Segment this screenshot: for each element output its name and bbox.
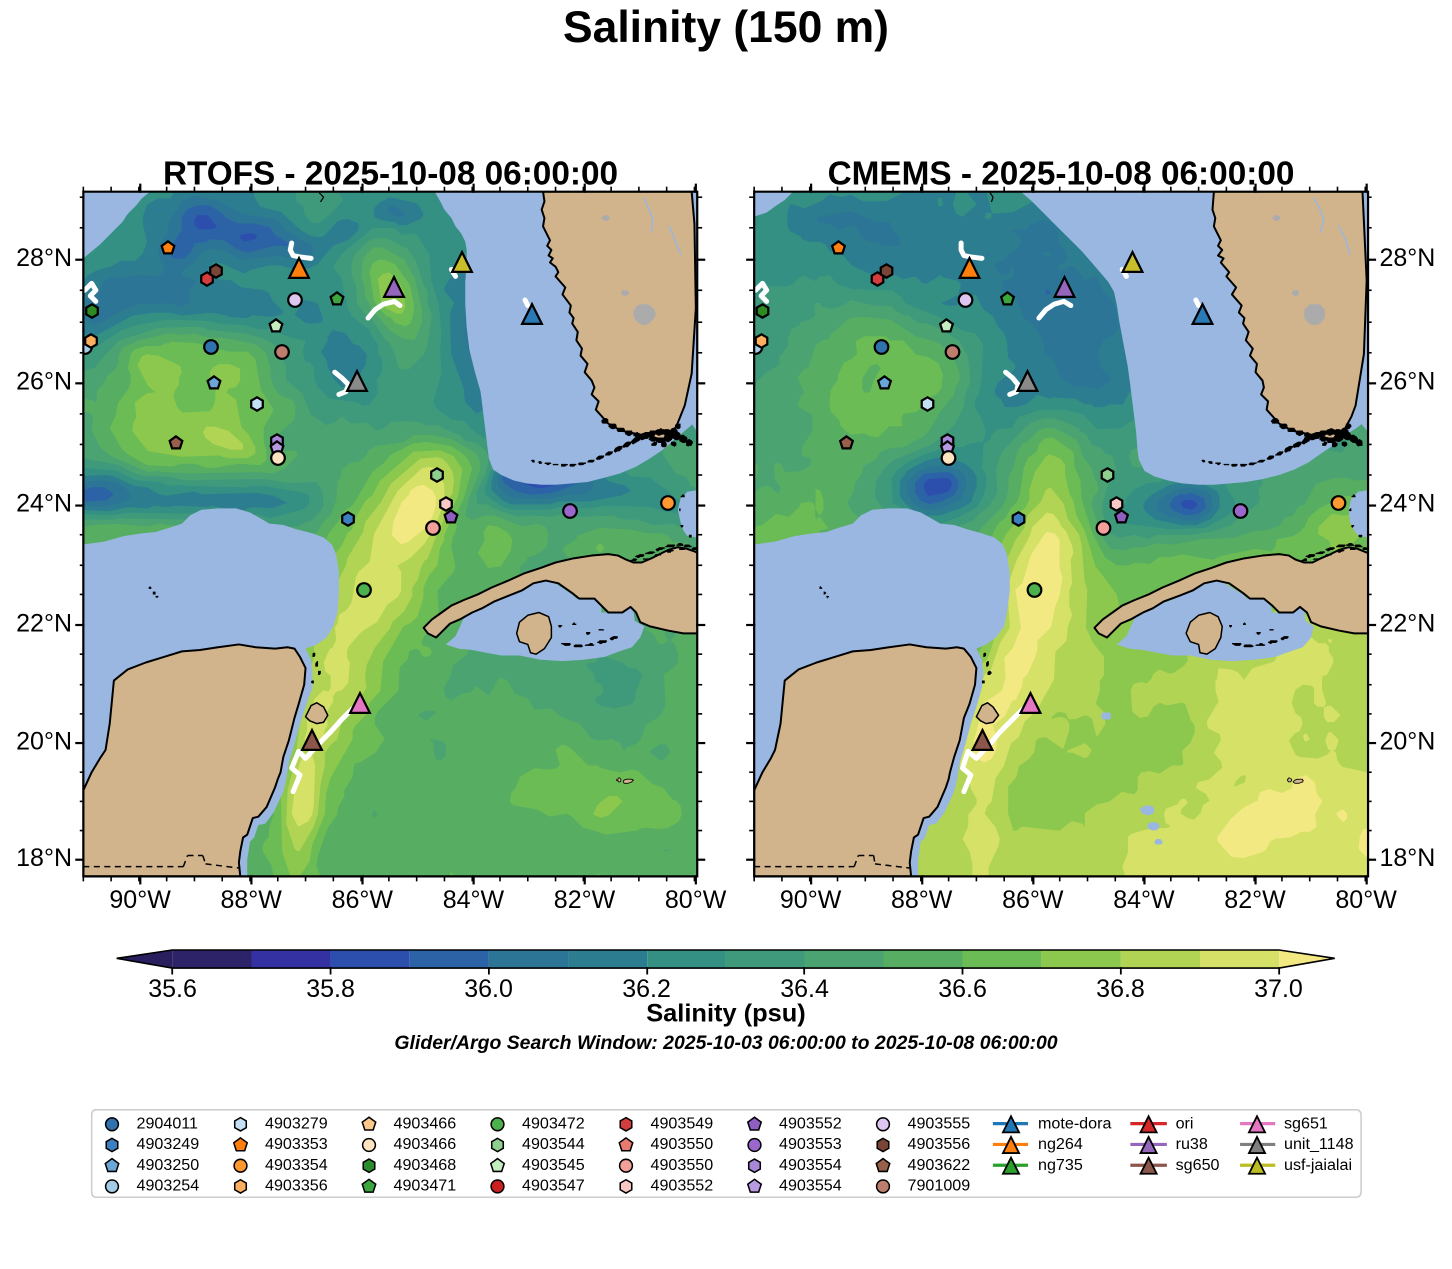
svg-text:84°W: 84°W [443, 886, 505, 914]
svg-text:82°W: 82°W [554, 886, 616, 914]
svg-text:ru38: ru38 [1176, 1135, 1208, 1153]
svg-text:4903471: 4903471 [394, 1177, 457, 1195]
svg-text:4903353: 4903353 [265, 1135, 328, 1153]
svg-text:4903550: 4903550 [651, 1135, 714, 1153]
svg-text:4903552: 4903552 [779, 1114, 842, 1132]
svg-text:18°N: 18°N [16, 844, 72, 872]
svg-text:4903622: 4903622 [908, 1156, 971, 1174]
svg-text:36.0: 36.0 [464, 975, 513, 1003]
svg-text:sg650: sg650 [1176, 1156, 1220, 1174]
svg-text:RTOFS - 2025-10-08 06:00:00: RTOFS - 2025-10-08 06:00:00 [163, 155, 618, 192]
svg-text:CMEMS - 2025-10-08 06:00:00: CMEMS - 2025-10-08 06:00:00 [828, 155, 1295, 192]
svg-text:37.0: 37.0 [1254, 975, 1303, 1003]
svg-text:sg651: sg651 [1284, 1114, 1328, 1132]
svg-text:4903545: 4903545 [522, 1156, 585, 1174]
svg-text:90°W: 90°W [780, 886, 842, 914]
svg-text:18°N: 18°N [1379, 844, 1435, 872]
svg-text:36.4: 36.4 [780, 975, 829, 1003]
svg-text:80°W: 80°W [665, 886, 727, 914]
svg-text:4903553: 4903553 [779, 1135, 842, 1153]
svg-text:26°N: 26°N [1379, 368, 1435, 396]
svg-text:4903554: 4903554 [779, 1177, 842, 1195]
svg-text:24°N: 24°N [16, 489, 72, 517]
svg-text:24°N: 24°N [1379, 489, 1435, 517]
svg-text:4903549: 4903549 [651, 1114, 714, 1132]
svg-text:4903254: 4903254 [137, 1177, 200, 1195]
svg-text:4903250: 4903250 [137, 1156, 200, 1174]
svg-text:4903544: 4903544 [522, 1135, 585, 1153]
svg-text:mote-dora: mote-dora [1038, 1114, 1111, 1132]
svg-text:Glider/Argo Search Window: 202: Glider/Argo Search Window: 2025-10-03 06… [394, 1032, 1057, 1054]
svg-text:28°N: 28°N [16, 244, 72, 272]
svg-text:22°N: 22°N [16, 609, 72, 637]
svg-text:unit_1148: unit_1148 [1284, 1135, 1354, 1153]
svg-text:7901009: 7901009 [908, 1177, 971, 1195]
svg-text:35.8: 35.8 [306, 975, 355, 1003]
svg-text:20°N: 20°N [16, 728, 72, 756]
svg-text:88°W: 88°W [221, 886, 283, 914]
svg-text:4903552: 4903552 [651, 1177, 714, 1195]
svg-text:36.8: 36.8 [1096, 975, 1145, 1003]
svg-text:ori: ori [1176, 1114, 1194, 1132]
svg-text:4903279: 4903279 [265, 1114, 328, 1132]
svg-text:4903249: 4903249 [137, 1135, 200, 1153]
svg-text:4903556: 4903556 [908, 1135, 971, 1153]
svg-text:4903547: 4903547 [522, 1177, 585, 1195]
svg-text:Salinity (150 m): Salinity (150 m) [563, 3, 889, 52]
svg-text:82°W: 82°W [1224, 886, 1286, 914]
svg-text:86°W: 86°W [332, 886, 394, 914]
svg-text:20°N: 20°N [1379, 728, 1435, 756]
svg-text:Salinity (psu): Salinity (psu) [646, 999, 806, 1027]
svg-text:4903466: 4903466 [394, 1135, 457, 1153]
svg-text:90°W: 90°W [109, 886, 171, 914]
svg-text:36.2: 36.2 [622, 975, 671, 1003]
svg-text:4903554: 4903554 [779, 1156, 842, 1174]
svg-text:80°W: 80°W [1335, 886, 1397, 914]
svg-text:4903468: 4903468 [394, 1156, 457, 1174]
svg-text:28°N: 28°N [1379, 244, 1435, 272]
svg-text:2904011: 2904011 [137, 1114, 199, 1132]
svg-text:ng264: ng264 [1038, 1135, 1083, 1153]
svg-text:4903466: 4903466 [394, 1114, 457, 1132]
svg-text:36.6: 36.6 [938, 975, 987, 1003]
svg-text:4903555: 4903555 [908, 1114, 971, 1132]
svg-text:4903550: 4903550 [651, 1156, 714, 1174]
svg-text:26°N: 26°N [16, 368, 72, 396]
svg-text:usf-jaialai: usf-jaialai [1284, 1156, 1352, 1174]
svg-text:22°N: 22°N [1379, 609, 1435, 637]
svg-text:4903472: 4903472 [522, 1114, 585, 1132]
svg-text:4903354: 4903354 [265, 1156, 328, 1174]
svg-text:ng735: ng735 [1038, 1156, 1083, 1174]
svg-text:84°W: 84°W [1113, 886, 1175, 914]
svg-text:4903356: 4903356 [265, 1177, 328, 1195]
svg-text:86°W: 86°W [1002, 886, 1064, 914]
svg-text:35.6: 35.6 [148, 975, 197, 1003]
svg-text:88°W: 88°W [891, 886, 953, 914]
